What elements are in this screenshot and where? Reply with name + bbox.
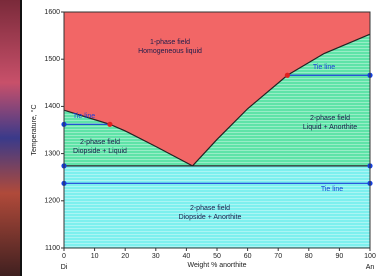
x-tick-label: 70 [274, 253, 282, 260]
field-label: 2-phase field [310, 115, 350, 122]
liquidus-dot [285, 73, 290, 78]
field-label: Homogeneous liquid [138, 48, 202, 55]
liquidus-dot [107, 122, 112, 127]
chart: Tie line Tie line Tie line 1-phase field Hom… [0, 0, 378, 276]
x-tick-label: 20 [121, 253, 129, 260]
end-label: An [366, 264, 375, 271]
x-tick-label: 60 [244, 253, 252, 260]
field-label: Diopside + Anorthite [179, 214, 242, 221]
x-tick-label: 30 [152, 253, 160, 260]
y-tick-label: 1400 [44, 103, 60, 110]
photo-strip [0, 0, 20, 276]
field-label: Liquid + Anorthite [303, 124, 357, 131]
tie-line-label: Tie line [73, 113, 95, 120]
x-tick-label: 90 [336, 253, 344, 260]
tie-line-label: Tie line [313, 64, 335, 71]
end-label: Di [61, 264, 68, 271]
y-tick-label: 1600 [44, 9, 60, 16]
x-tick-label: 0 [62, 253, 66, 260]
y-tick-label: 1300 [44, 150, 60, 157]
y-axis-label: Temperature, °C [30, 104, 38, 155]
x-axis-label: Weight % anorthite [187, 262, 246, 269]
y-tick-label: 1200 [44, 198, 60, 205]
x-tick-label: 100 [364, 253, 376, 260]
tie-line-label: Tie line [321, 186, 343, 193]
page: {"chart_data": { "type": "phase-diagram"… [0, 0, 378, 276]
x-tick-label: 40 [183, 253, 191, 260]
x-tick-label: 50 [213, 253, 221, 260]
field-label: 2-phase field [190, 205, 230, 212]
x-tick-label: 10 [91, 253, 99, 260]
field-label: 2-phase field [80, 139, 120, 146]
divider [20, 0, 22, 276]
y-tick-label: 1500 [44, 56, 60, 63]
field-label: Diopside + Liquid [73, 148, 127, 155]
field-label: 1-phase field [150, 39, 190, 46]
x-tick-label: 80 [305, 253, 313, 260]
y-tick-label: 1100 [45, 245, 60, 252]
